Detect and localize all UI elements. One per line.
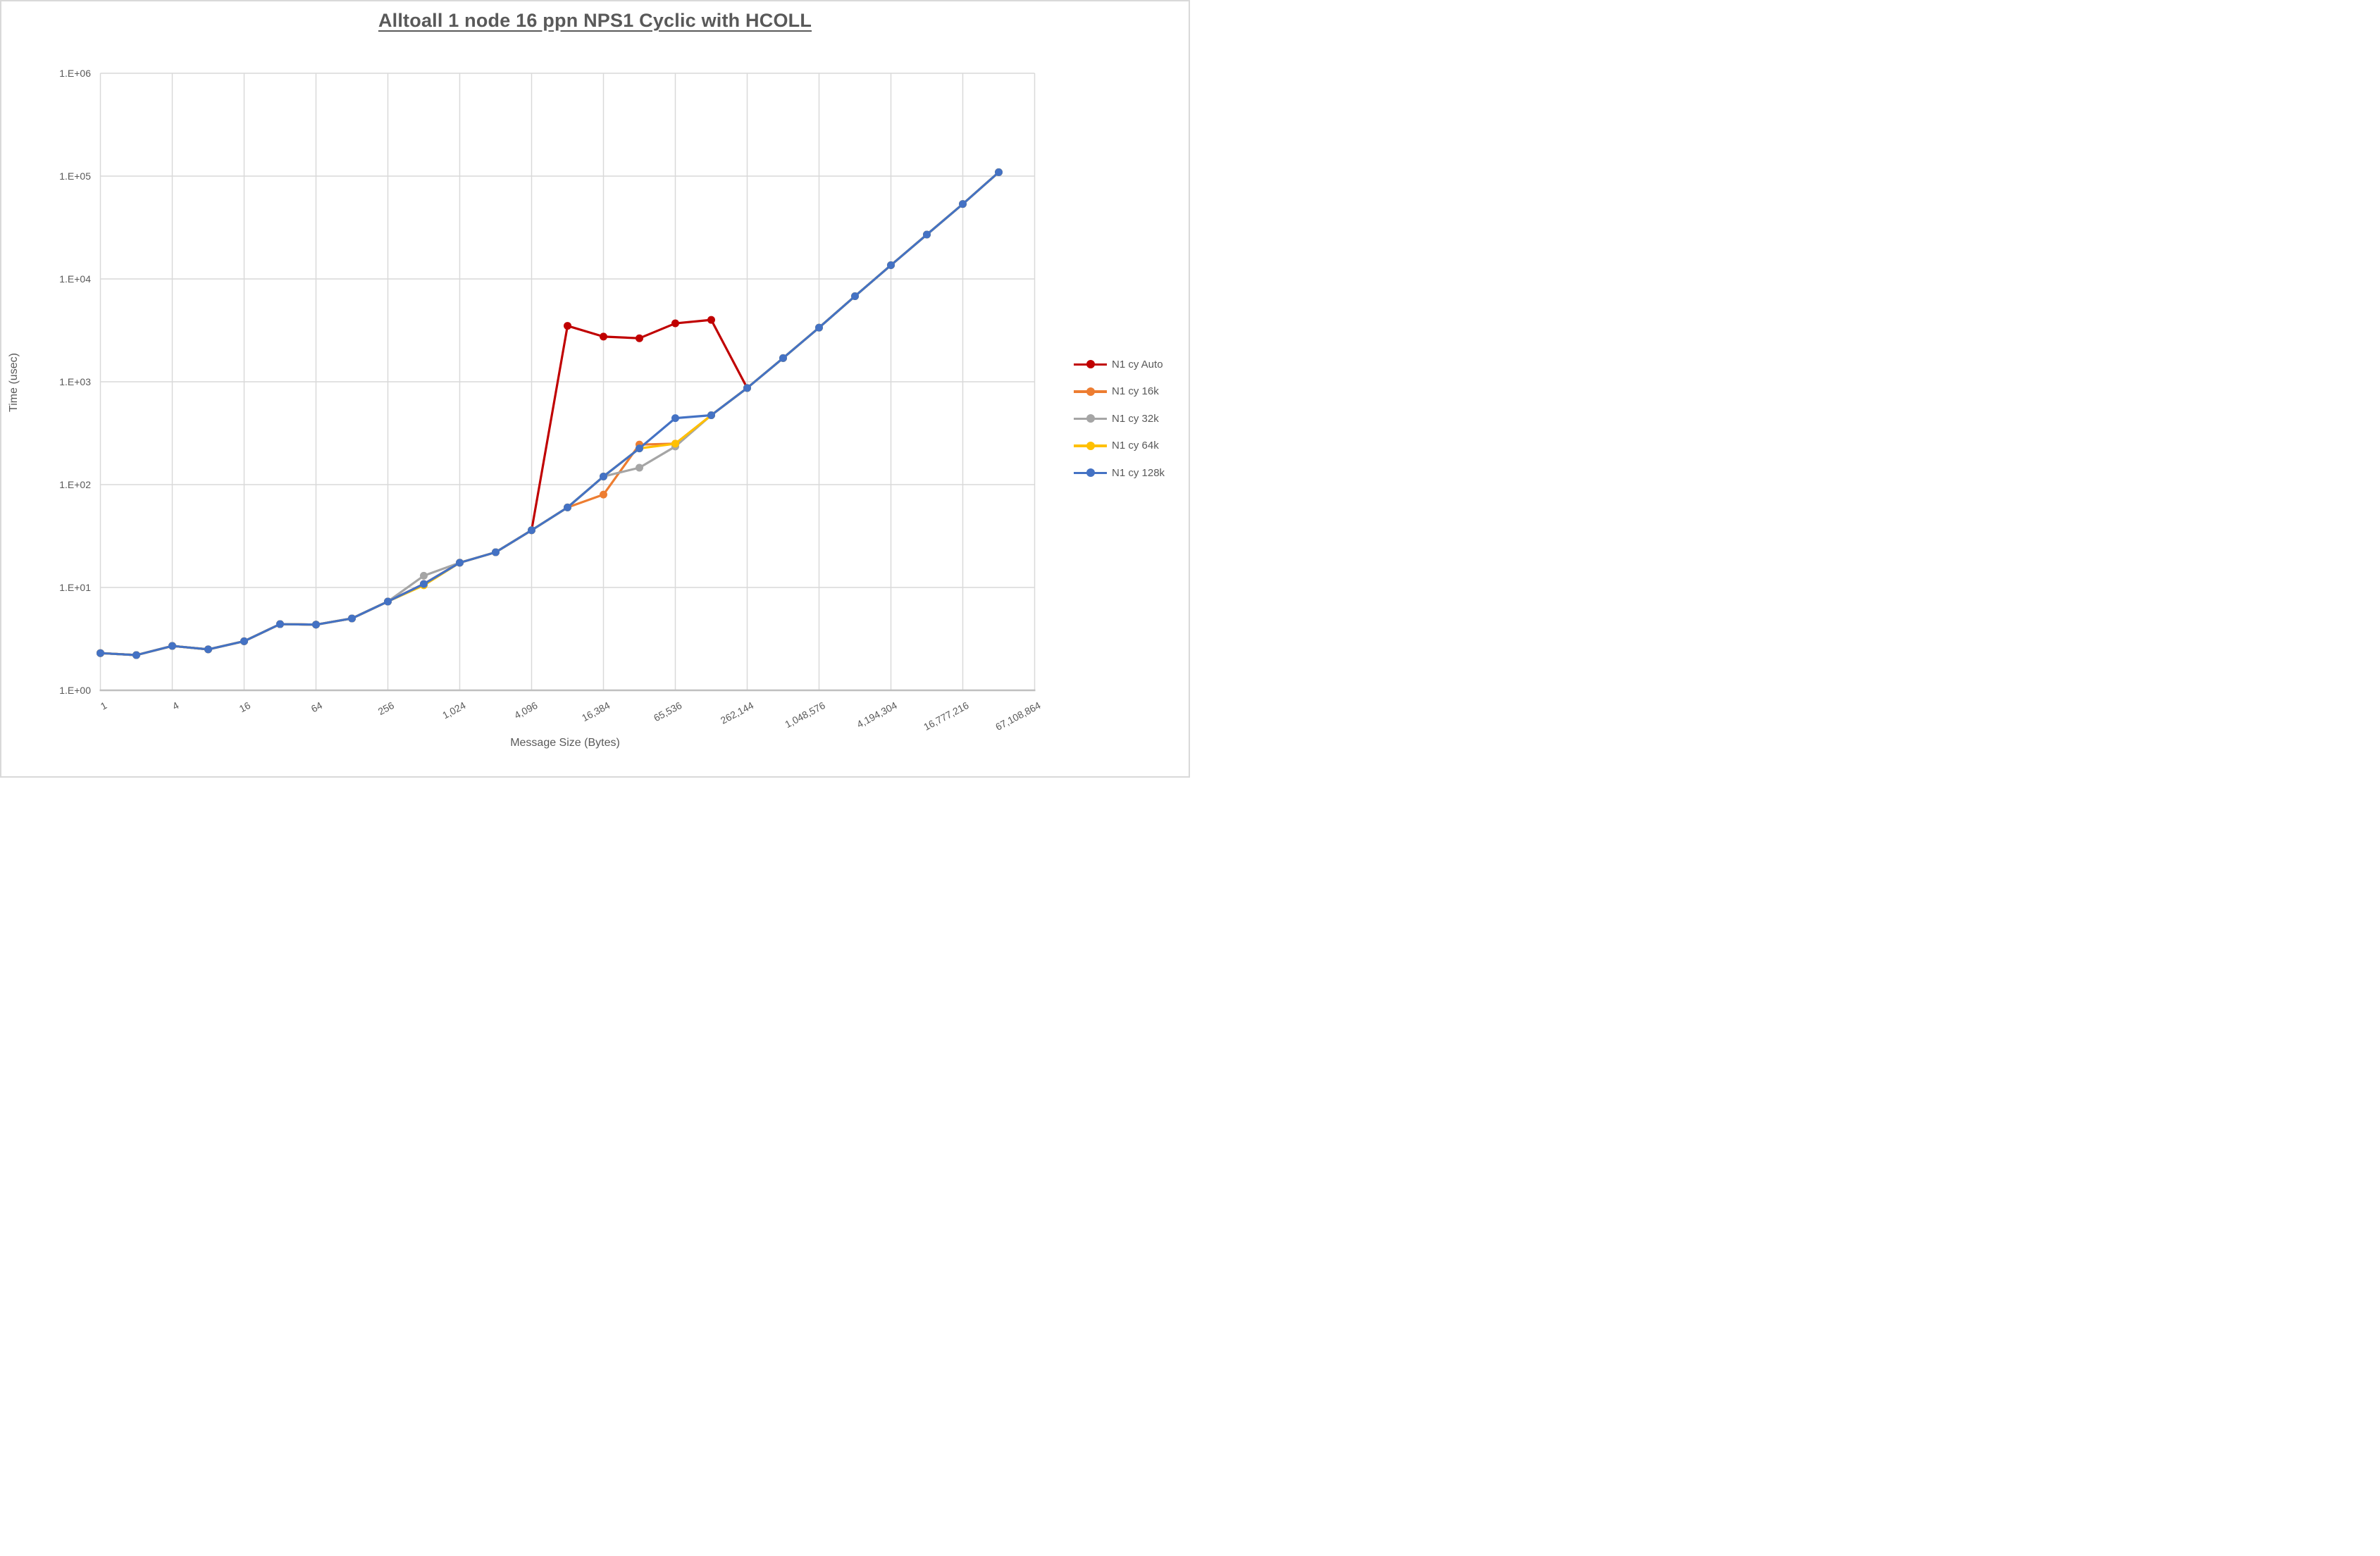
data-point [240, 637, 248, 645]
data-point [959, 200, 967, 208]
legend-line-marker-icon [1074, 360, 1107, 369]
data-point [420, 571, 428, 580]
data-series [97, 168, 1003, 659]
legend-label: N1 cy 32k [1112, 412, 1159, 425]
series-line [99, 170, 1000, 656]
data-point [456, 559, 464, 567]
data-point [276, 620, 284, 628]
legend-dot-icon [1086, 468, 1095, 478]
series-n1-cy-64k [97, 168, 1003, 659]
data-point [851, 292, 859, 300]
y-tick-label: 1.E+06 [59, 68, 91, 79]
x-axis-title: Message Size (Bytes) [510, 737, 620, 749]
legend-item-n1-cy-auto: N1 cy Auto [1074, 351, 1165, 378]
legend-line-marker-icon [1074, 414, 1107, 423]
data-point [995, 168, 1003, 177]
series-line [99, 170, 1000, 656]
series-n1-cy-32k [97, 168, 1003, 659]
y-tick-label: 1.E+03 [59, 376, 91, 387]
data-point [420, 580, 428, 588]
legend-line-marker-icon [1074, 387, 1107, 396]
data-point [671, 440, 679, 448]
data-point [636, 334, 643, 342]
y-tick-label: 1.E+01 [59, 582, 91, 593]
legend-item-n1-cy-32k: N1 cy 32k [1074, 405, 1165, 432]
chart-title: Alltoall 1 node 16 ppn NPS1 Cyclic with … [378, 10, 812, 31]
data-point [815, 323, 823, 332]
data-point [636, 463, 643, 472]
legend-label: N1 cy Auto [1112, 358, 1163, 371]
data-point [528, 526, 535, 535]
legend-dot-icon [1086, 387, 1095, 396]
legend-dot-icon [1086, 441, 1095, 450]
legend: N1 cy Auto N1 cy 16k N1 cy 32k N1 cy 64k N1 … [1074, 351, 1165, 487]
data-point [923, 230, 931, 239]
data-point [779, 354, 787, 362]
data-point [600, 332, 607, 341]
series-line [99, 170, 1000, 656]
legend-item-n1-cy-64k: N1 cy 64k [1074, 432, 1165, 460]
data-point [348, 614, 356, 623]
data-point [671, 414, 679, 423]
legend-item-n1-cy-128k: N1 cy 128k [1074, 459, 1165, 487]
data-point [564, 503, 571, 511]
data-point [312, 621, 320, 629]
data-point [564, 322, 571, 330]
data-point [600, 490, 607, 499]
y-tick-label: 1.E+00 [59, 685, 91, 696]
data-point [492, 548, 500, 556]
series-n1-cy-16k [97, 168, 1003, 659]
y-tick-label: 1.E+04 [59, 273, 91, 285]
legend-line-marker-icon [1074, 468, 1107, 478]
data-point [97, 649, 104, 657]
y-tick-label: 1.E+05 [59, 170, 91, 182]
y-tick-label: 1.E+02 [59, 479, 91, 490]
chart-canvas: Alltoall 1 node 16 ppn NPS1 Cyclic with … [0, 0, 1190, 778]
data-point [636, 444, 643, 453]
legend-dot-icon [1086, 414, 1095, 423]
data-point [707, 316, 715, 324]
data-point [671, 319, 679, 328]
plot-area [97, 73, 1036, 692]
series-n1-cy-auto [97, 316, 751, 659]
data-point [132, 651, 140, 659]
legend-label: N1 cy 128k [1112, 466, 1165, 479]
legend-label: N1 cy 64k [1112, 440, 1159, 452]
data-point [204, 645, 212, 654]
legend-dot-icon [1086, 360, 1095, 369]
series-line [99, 170, 1000, 656]
data-point [168, 642, 176, 650]
legend-line-marker-icon [1074, 441, 1107, 450]
data-point [743, 384, 751, 392]
series-n1-cy-128k [97, 168, 1003, 659]
data-point [707, 411, 715, 419]
series-line [99, 318, 749, 656]
legend-label: N1 cy 16k [1112, 385, 1159, 398]
y-axis-title: Time (usec) [8, 353, 20, 412]
legend-item-n1-cy-16k: N1 cy 16k [1074, 378, 1165, 406]
data-point [887, 261, 895, 270]
gridlines [99, 73, 1036, 692]
data-point [384, 597, 392, 606]
data-point [600, 472, 607, 480]
